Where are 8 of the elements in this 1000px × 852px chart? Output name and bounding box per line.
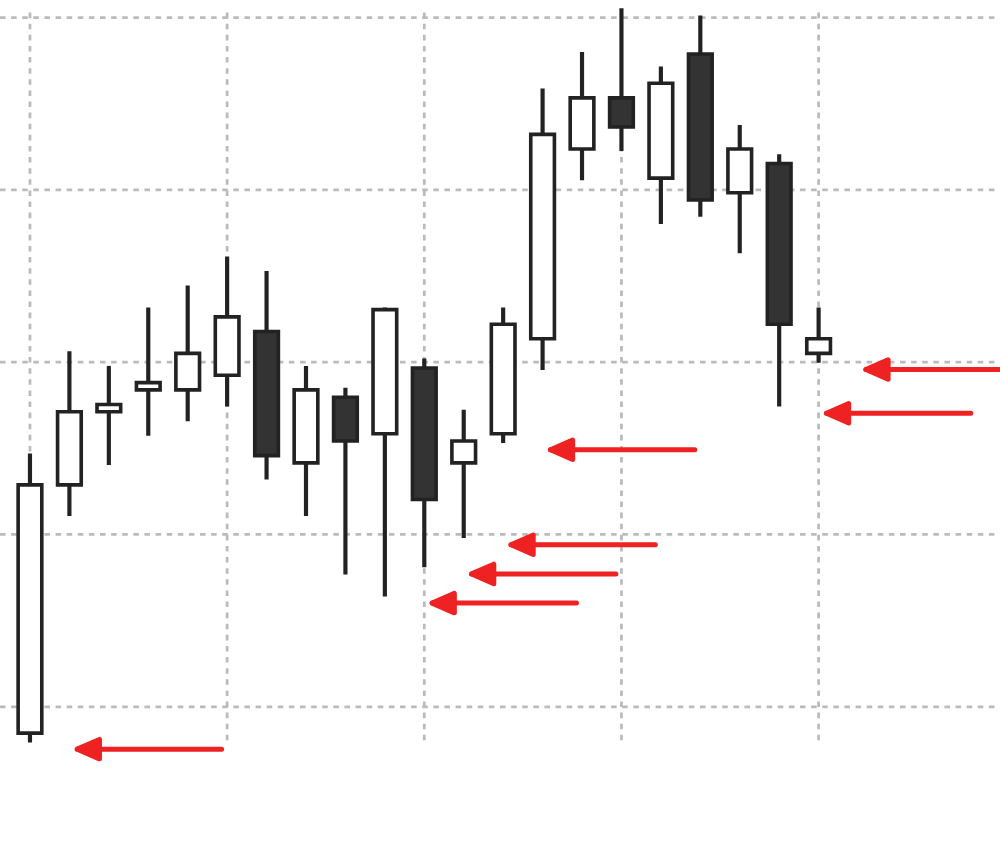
- candlestick: [95, 365, 123, 466]
- candlestick: [134, 307, 162, 436]
- candlestick: [607, 8, 636, 152]
- candlestick: [174, 285, 202, 422]
- candlestick: [331, 387, 360, 575]
- candlestick: [804, 307, 833, 363]
- candlestick: [726, 124, 754, 254]
- candlestick: [450, 409, 478, 539]
